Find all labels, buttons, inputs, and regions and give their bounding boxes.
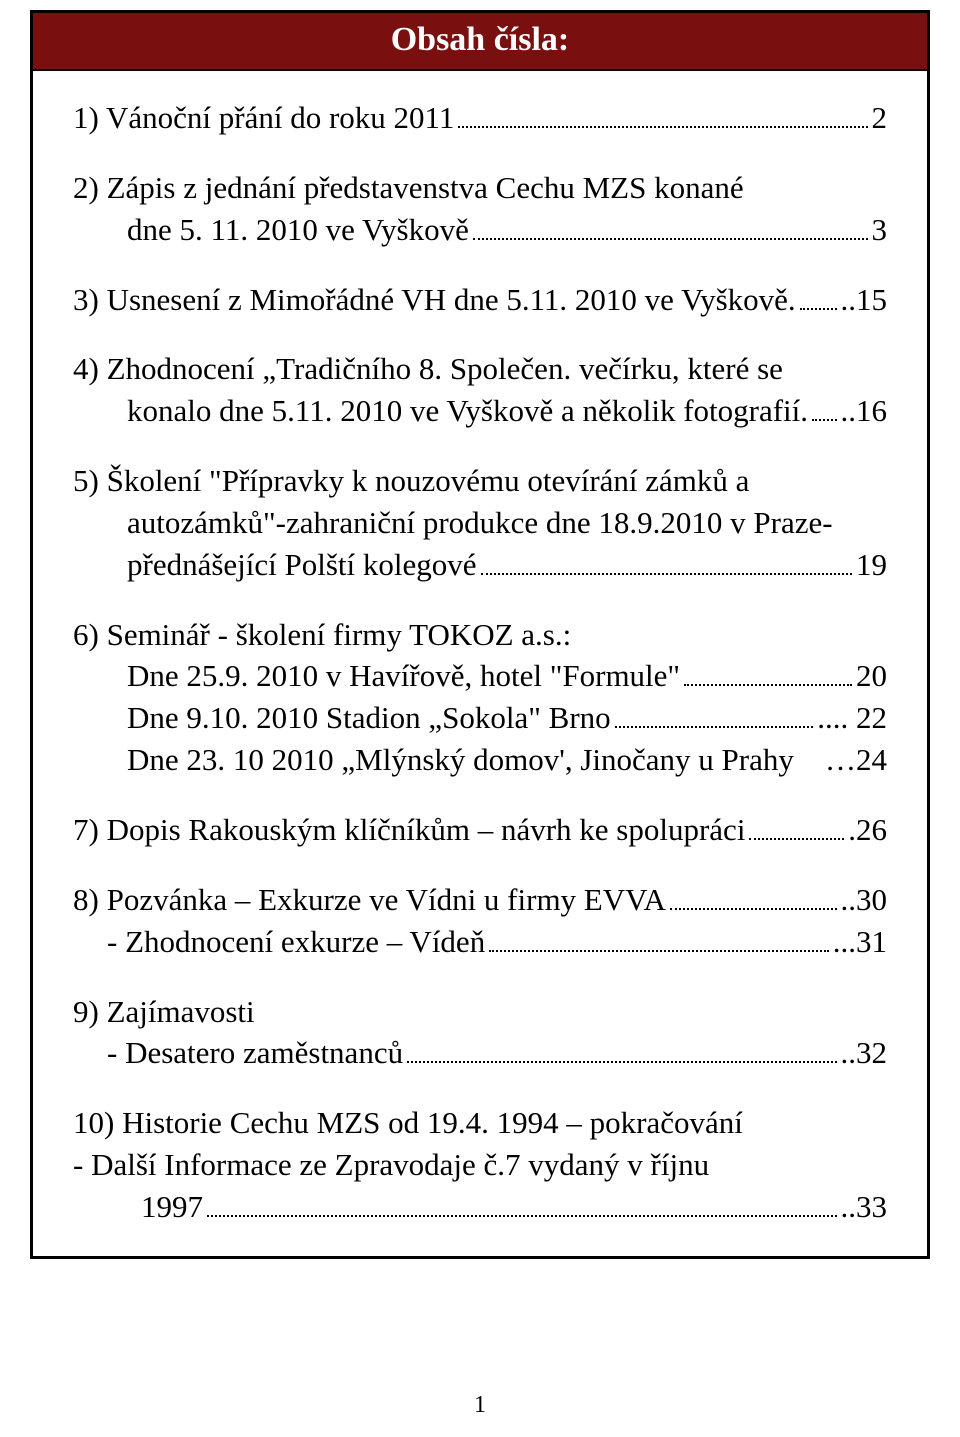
toc-page: …24 (825, 739, 887, 781)
page-number: 1 (0, 1392, 960, 1419)
document-page: Obsah čísla: 1) Vánoční přání do roku 20… (0, 0, 960, 1437)
toc-lead: 3) Usnesení z Mimořádné VH dne 5.11. 201… (73, 279, 796, 321)
toc-item-10: 10) Historie Cechu MZS od 19.4. 1994 – p… (73, 1102, 887, 1228)
toc-lead: 7) Dopis Rakouským klíčníkům – návrh ke … (73, 809, 745, 851)
toc-lead: 2) Zápis z jednání představenstva Cechu … (73, 167, 887, 209)
header-bar: Obsah čísla: (33, 13, 927, 71)
toc-dots (407, 1061, 836, 1063)
toc-lead-cont2: přednášející Polští kolegové (127, 544, 477, 586)
toc-page: ..16 (841, 390, 888, 432)
toc-dots (812, 419, 836, 421)
toc-item-7: 7) Dopis Rakouským klíčníkům – návrh ke … (73, 809, 887, 851)
toc-sub-lead: Dne 23. 10 2010 „Mlýnský domov', Jinočan… (127, 739, 794, 781)
toc-item-3: 3) Usnesení z Mimořádné VH dne 5.11. 201… (73, 279, 887, 321)
toc-page: 19 (856, 544, 887, 586)
toc-page: ..15 (841, 279, 888, 321)
toc-page: ..33 (841, 1186, 888, 1228)
toc-lead: 10) Historie Cechu MZS od 19.4. 1994 – p… (73, 1102, 887, 1144)
toc-sub-lead: Dne 9.10. 2010 Stadion „Sokola" Brno (127, 697, 611, 739)
toc-content: 1) Vánoční přání do roku 2011 2 2) Zápis… (33, 71, 927, 1228)
toc-lead: 4) Zhodnocení „Tradičního 8. Společen. v… (73, 348, 887, 390)
toc-page: ..32 (841, 1032, 888, 1074)
toc-lead-cont: autozámků"-zahraniční produkce dne 18.9.… (73, 502, 887, 544)
toc-lead: 1) Vánoční přání do roku 2011 (73, 97, 454, 139)
toc-sub-lead: - Zhodnocení exkurze – Vídeň (107, 921, 485, 963)
toc-page: 3 (872, 209, 888, 251)
toc-dots (489, 950, 829, 952)
toc-item-9: 9) Zajímavosti - Desatero zaměstnanců ..… (73, 991, 887, 1075)
toc-lead: 8) Pozvánka – Exkurze ve Vídni u firmy E… (73, 879, 666, 921)
toc-lead-cont: dne 5. 11. 2010 ve Vyškově (127, 209, 469, 251)
toc-page: .26 (848, 809, 887, 851)
toc-page: 2 (872, 97, 888, 139)
toc-lead: 9) Zajímavosti (73, 991, 887, 1033)
toc-lead: 5) Školení "Přípravky k nouzovému otevír… (73, 460, 887, 502)
toc-item-4: 4) Zhodnocení „Tradičního 8. Společen. v… (73, 348, 887, 432)
toc-dots (473, 238, 868, 240)
toc-dots (684, 684, 852, 686)
toc-dots (615, 726, 814, 728)
toc-dots (670, 908, 837, 910)
toc-lead-cont: konalo dne 5.11. 2010 ve Vyškově a někol… (127, 390, 808, 432)
toc-page: .... 22 (817, 697, 887, 739)
toc-item-1: 1) Vánoční přání do roku 2011 2 (73, 97, 887, 139)
toc-dots (458, 126, 867, 128)
toc-sub-lead: - Desatero zaměstnanců (107, 1032, 403, 1074)
toc-dots (207, 1215, 837, 1217)
toc-lead-cont: - Další Informace ze Zpravodaje č.7 vyda… (73, 1144, 887, 1186)
toc-page: 20 (856, 655, 887, 697)
toc-page: ..30 (841, 879, 888, 921)
toc-item-8: 8) Pozvánka – Exkurze ve Vídni u firmy E… (73, 879, 887, 963)
toc-item-6: 6) Seminář - školení firmy TOKOZ a.s.: D… (73, 614, 887, 781)
content-frame: Obsah čísla: 1) Vánoční přání do roku 20… (30, 10, 930, 1259)
toc-lead: 6) Seminář - školení firmy TOKOZ a.s.: (73, 614, 887, 656)
toc-sub-lead: Dne 25.9. 2010 v Havířově, hotel "Formul… (127, 655, 680, 697)
toc-dots (800, 308, 837, 310)
toc-page: ...31 (833, 921, 887, 963)
toc-item-5: 5) Školení "Přípravky k nouzovému otevír… (73, 460, 887, 586)
toc-item-2: 2) Zápis z jednání představenstva Cechu … (73, 167, 887, 251)
toc-lead-cont2: 1997 (141, 1186, 203, 1228)
toc-dots (749, 838, 844, 840)
toc-dots (481, 573, 852, 575)
